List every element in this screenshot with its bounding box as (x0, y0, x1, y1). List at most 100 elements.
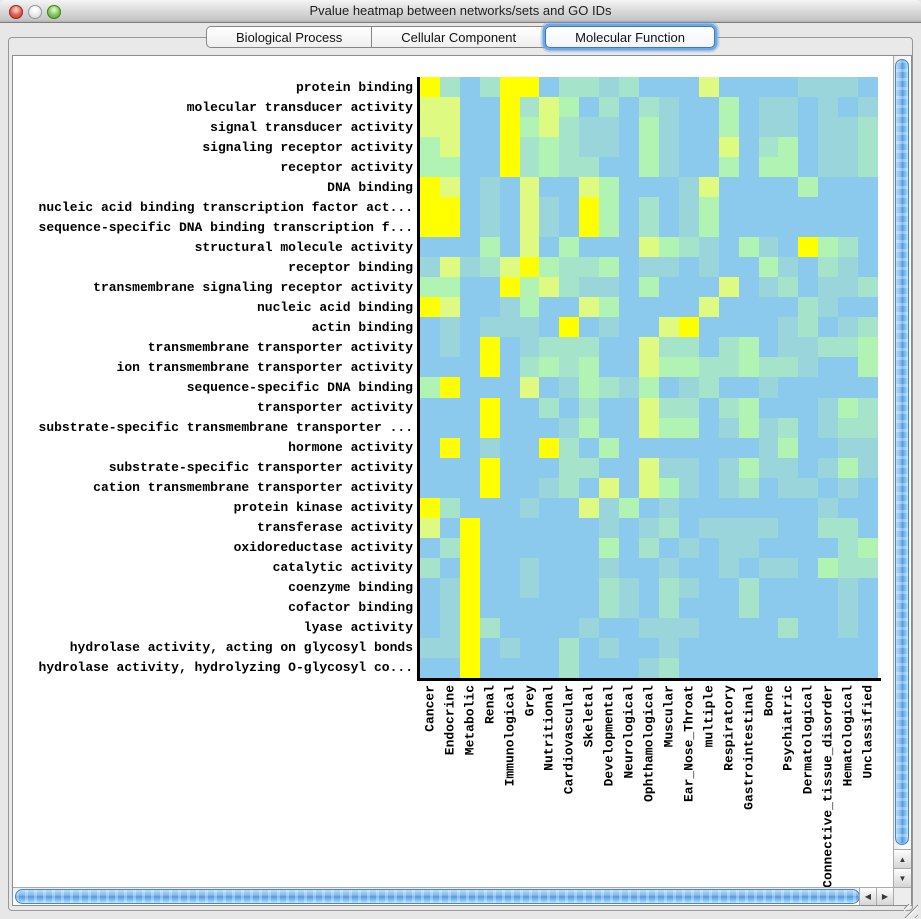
heatmap-cell (559, 297, 580, 318)
scroll-left-button[interactable]: ◀ (859, 888, 876, 905)
heatmap-cell (738, 217, 759, 238)
heatmap-cell (738, 657, 759, 678)
heatmap-cell (579, 517, 600, 538)
heatmap-cell (838, 597, 859, 618)
heatmap-cell (758, 577, 779, 598)
heatmap-cell (439, 337, 460, 358)
heatmap-cell (858, 537, 878, 558)
heatmap-cell (639, 517, 659, 538)
heatmap-cell (698, 297, 719, 318)
heatmap-cell (579, 637, 600, 658)
heatmap-cell (798, 117, 819, 138)
close-button[interactable] (9, 5, 23, 19)
vertical-scrollbar[interactable] (893, 56, 911, 849)
heatmap-cell (818, 157, 839, 178)
heatmap-cell (619, 557, 640, 578)
heatmap-cell (798, 457, 819, 478)
heatmap-cell (619, 177, 640, 198)
heatmap-cell (798, 537, 819, 558)
heatmap-cell (599, 657, 620, 678)
zoom-button[interactable] (47, 5, 61, 19)
heatmap-cell (479, 337, 500, 358)
window-resize-grip[interactable] (904, 904, 918, 918)
heatmap-cell (619, 637, 640, 658)
heatmap-cell (420, 217, 440, 238)
heatmap-cell (559, 337, 580, 358)
heatmap-cell (798, 217, 819, 238)
minimize-button[interactable] (28, 5, 42, 19)
heatmap-cell (439, 497, 460, 518)
heatmap-cell (479, 137, 500, 158)
heatmap-cell (499, 517, 520, 538)
heatmap-cell (678, 257, 699, 278)
horizontal-scrollbar[interactable] (13, 887, 893, 905)
title-bar[interactable]: Pvalue heatmap between networks/sets and… (0, 0, 921, 23)
heatmap-cell (439, 137, 460, 158)
heatmap-cell (658, 77, 679, 98)
heatmap-cell (778, 497, 799, 518)
heatmap-cell (599, 417, 620, 438)
vertical-scrollbar-thumb[interactable] (895, 59, 909, 845)
row-label: ion transmembrane transporter activity (116, 359, 413, 375)
row-label: molecular transducer activity (186, 99, 413, 115)
heatmap-cell (479, 217, 500, 238)
heatmap-cell (639, 577, 659, 598)
scroll-right-button[interactable]: ▶ (876, 888, 893, 905)
tab-molecular-function[interactable]: Molecular Function (545, 26, 715, 48)
heatmap-cell (579, 497, 600, 518)
heatmap-cell (519, 117, 540, 138)
heatmap-cell (858, 117, 878, 138)
y-axis-line (417, 77, 420, 681)
heatmap-cell (479, 237, 500, 258)
row-label: hormone activity (288, 440, 413, 456)
heatmap-cell (599, 637, 620, 658)
heatmap-cell (519, 377, 540, 398)
heatmap-cell (818, 497, 839, 518)
column-label: Endocrine (442, 685, 458, 756)
heatmap-cell (619, 217, 640, 238)
heatmap-cell (479, 117, 500, 138)
tab-bar: Biological Process Cellular Component Mole… (0, 26, 921, 48)
heatmap-cell (499, 257, 520, 278)
heatmap-cell (539, 417, 560, 438)
heatmap-cell (539, 537, 560, 558)
horizontal-scrollbar-thumb[interactable] (15, 889, 860, 904)
heatmap-cell (439, 477, 460, 498)
heatmap-cell (858, 357, 878, 378)
row-label: actin binding (311, 319, 413, 335)
heatmap-cell (798, 257, 819, 278)
heatmap-cell (858, 137, 878, 158)
heatmap-cell (639, 637, 659, 658)
heatmap-cell (718, 357, 739, 378)
heatmap-cell (738, 517, 759, 538)
row-label: oxidoreductase activity (233, 540, 413, 556)
tab-cellular-component[interactable]: Cellular Component (371, 26, 547, 48)
heatmap-cell (619, 157, 640, 178)
heatmap-cell (599, 97, 620, 118)
heatmap-cell (778, 457, 799, 478)
heatmap-cell (599, 517, 620, 538)
heatmap-cell (639, 317, 659, 338)
heatmap-cell (778, 537, 799, 558)
heatmap-cell (459, 137, 480, 158)
heatmap-cell (499, 477, 520, 498)
scroll-up-button[interactable]: ▲ (894, 849, 911, 868)
tab-biological-process[interactable]: Biological Process (206, 26, 373, 48)
heatmap-cell (738, 157, 759, 178)
heatmap-cell (658, 217, 679, 238)
heatmap-cell (539, 577, 560, 598)
heatmap-cell (420, 357, 440, 378)
heatmap-cell (499, 357, 520, 378)
heatmap-cell (539, 117, 560, 138)
row-label: transporter activity (256, 400, 413, 416)
heatmap-cell (738, 577, 759, 598)
heatmap-cell (579, 657, 600, 678)
heatmap-cell (639, 97, 659, 118)
heatmap-cell (818, 137, 839, 158)
heatmap-cell (539, 377, 560, 398)
heatmap-cell (579, 277, 600, 298)
scroll-down-button[interactable]: ▼ (894, 868, 911, 887)
heatmap-cell (658, 477, 679, 498)
heatmap-cell (658, 657, 679, 678)
heatmap-cell (698, 577, 719, 598)
